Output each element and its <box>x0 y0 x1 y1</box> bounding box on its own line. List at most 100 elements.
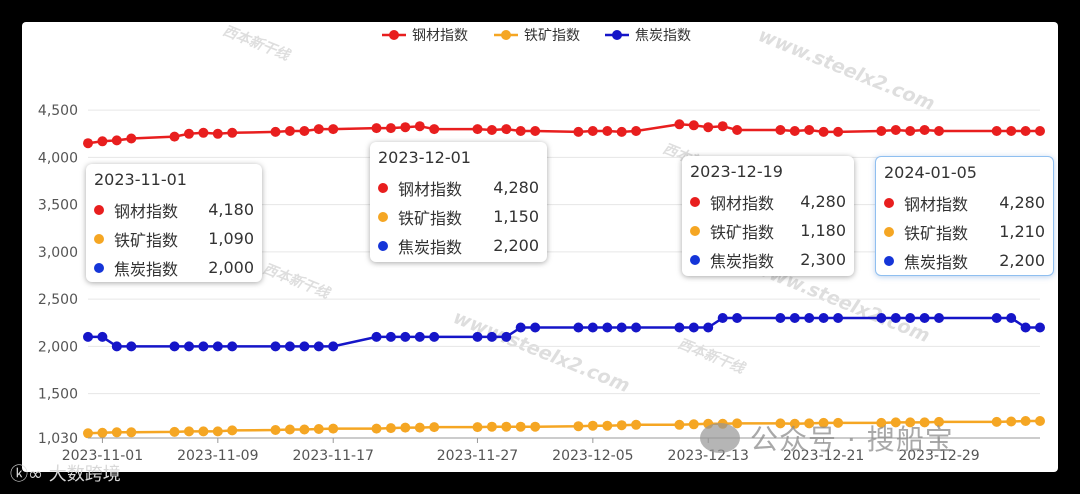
data-point <box>97 427 108 438</box>
data-point <box>212 426 223 437</box>
tooltip-value: 2,000 <box>208 258 254 277</box>
data-point <box>270 425 281 435</box>
data-point <box>313 424 324 434</box>
data-point <box>328 341 339 352</box>
data-point <box>184 426 194 437</box>
tooltip-series-name: 铁矿指数 <box>398 208 463 228</box>
tooltip-value: 2,300 <box>800 250 846 269</box>
data-point <box>414 121 425 132</box>
series-dot-icon <box>378 240 388 251</box>
data-point <box>890 313 901 323</box>
tooltip-value: 4,280 <box>800 192 846 211</box>
tooltip-row: 铁矿指数 1,150 <box>378 202 539 231</box>
data-point <box>919 417 930 428</box>
axis-layer: 4,500 4,000 3,500 3,000 2,500 2,000 1,500 1,030… <box>38 103 1040 464</box>
data-point <box>371 423 382 434</box>
data-point <box>501 331 512 342</box>
x-tick-label: 2023-11-09 <box>177 448 258 464</box>
data-point <box>328 423 339 434</box>
tooltip-row: 铁矿指数 1,210 <box>884 217 1045 246</box>
tooltip-2023-12-19: 2023-12-19 钢材指数 4,280 铁矿指数 1,180 焦炭指数 2,300 <box>682 156 854 276</box>
data-point <box>400 331 411 342</box>
tooltip-series-name: 铁矿指数 <box>114 230 179 250</box>
data-point <box>775 125 786 135</box>
tooltip-date: 2023-12-01 <box>378 148 471 167</box>
data-point <box>804 125 815 135</box>
site-watermark: www.steelx2.com <box>755 24 938 115</box>
data-point <box>414 331 425 342</box>
tooltip-series-name: 焦炭指数 <box>904 252 969 272</box>
data-point <box>501 421 512 432</box>
tooltip-series-name: 铁矿指数 <box>710 222 775 242</box>
tooltip-row: 焦炭指数 2,200 <box>884 246 1045 275</box>
y-tick-label: 3,500 <box>38 198 78 214</box>
data-point <box>688 322 699 333</box>
data-point <box>876 313 887 323</box>
tooltip-series-name: 钢材指数 <box>398 179 463 199</box>
tooltip-value: 4,280 <box>493 178 539 197</box>
data-point <box>818 126 829 137</box>
data-point <box>876 126 887 136</box>
tooltip-series-name: 焦炭指数 <box>114 259 179 279</box>
data-point <box>934 416 944 427</box>
data-point <box>126 427 137 438</box>
data-point <box>169 131 180 142</box>
data-point <box>631 322 642 333</box>
data-point <box>703 122 714 133</box>
tooltip-row: 焦炭指数 2,000 <box>94 253 254 282</box>
data-point <box>111 341 122 352</box>
data-point <box>515 421 526 432</box>
data-point <box>184 128 194 139</box>
data-point <box>198 426 209 437</box>
data-point <box>97 136 108 147</box>
data-point <box>371 123 382 134</box>
data-point <box>111 427 122 438</box>
tooltip-2023-12-01: 2023-12-01 钢材指数 4,280 铁矿指数 1,150 焦炭指数 2,200 <box>370 142 547 262</box>
tooltip-row: 钢材指数 4,280 <box>690 187 846 216</box>
data-point <box>732 313 743 323</box>
tooltip-date: 2024-01-05 <box>884 163 977 182</box>
data-point <box>1020 322 1031 333</box>
data-point <box>674 419 685 430</box>
data-point <box>299 424 310 435</box>
data-point <box>616 322 627 333</box>
data-point <box>717 313 728 323</box>
data-point <box>602 126 613 136</box>
data-point <box>184 341 194 352</box>
data-point <box>227 341 238 352</box>
data-point <box>789 313 800 323</box>
data-point <box>385 123 396 134</box>
data-point <box>270 341 281 352</box>
data-point <box>270 126 281 137</box>
data-point <box>833 126 844 137</box>
tooltip-series-name: 钢材指数 <box>710 193 775 213</box>
data-point <box>227 425 238 436</box>
data-point <box>631 419 642 430</box>
data-point <box>486 421 497 432</box>
data-point <box>934 313 944 323</box>
data-point <box>227 127 238 138</box>
data-point <box>587 420 598 431</box>
corner-watermark: ⓚ∞ 大数跨境 <box>10 460 121 486</box>
tooltip-value: 1,090 <box>208 229 254 248</box>
brand-watermark: 西本新干线 <box>676 335 749 378</box>
data-point <box>1020 416 1031 426</box>
data-point <box>472 331 483 342</box>
legend-dot-icon <box>612 30 622 40</box>
x-tick-label: 2023-11-27 <box>437 448 518 464</box>
y-tick-label: 4,500 <box>38 103 78 119</box>
data-point <box>429 422 440 433</box>
data-point <box>83 428 93 439</box>
data-point <box>905 417 916 428</box>
series-dot-icon <box>884 255 894 266</box>
data-point <box>1035 126 1045 136</box>
data-point <box>1035 416 1045 426</box>
data-point <box>919 125 930 135</box>
data-point <box>789 418 800 429</box>
data-point <box>385 331 396 342</box>
series-layer <box>83 119 1045 439</box>
data-point <box>775 418 786 429</box>
tooltip-series-name: 焦炭指数 <box>398 237 463 257</box>
series-dot-icon <box>884 226 894 237</box>
data-point <box>83 138 93 149</box>
